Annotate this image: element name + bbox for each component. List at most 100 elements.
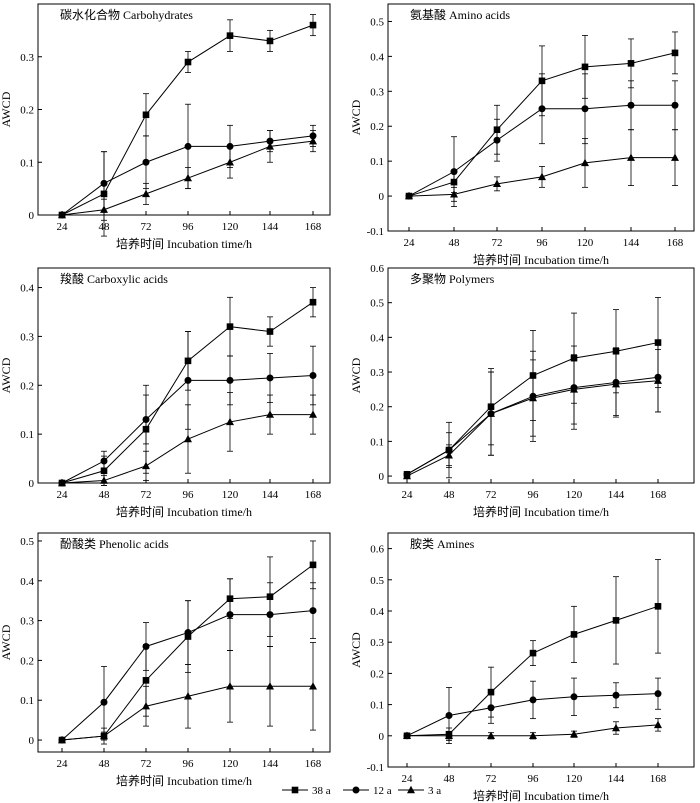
series-38a [58, 287, 317, 487]
legend-item-12a: 12 a [343, 785, 392, 797]
data-point [100, 476, 108, 484]
data-point [142, 111, 150, 119]
data-point [445, 731, 453, 739]
data-point [570, 631, 578, 638]
y-tick-label: 0.1 [20, 157, 34, 169]
y-tick-label: 0.2 [370, 668, 384, 680]
x-tick-label: 72 [141, 758, 152, 770]
x-tick-label: 144 [608, 773, 625, 785]
legend-item-38a: 38 a [282, 785, 331, 797]
data-point [487, 704, 495, 712]
y-axis-label: AWCD [349, 99, 363, 135]
x-tick-label: 24 [402, 773, 414, 785]
x-tick-label: 96 [528, 489, 540, 501]
data-point [266, 682, 274, 690]
x-tick-label: 96 [528, 773, 540, 785]
panel-title: 多聚物 Polymers [410, 272, 495, 286]
data-point [570, 693, 578, 701]
data-point [266, 142, 274, 150]
y-tick-label: 0.4 [20, 283, 34, 295]
series-3a [58, 130, 317, 221]
y-tick-label: 0.3 [20, 331, 34, 343]
data-point [627, 153, 635, 161]
x-tick-label: 120 [222, 758, 239, 770]
y-tick-label: 0.3 [370, 637, 384, 649]
data-point [184, 142, 192, 150]
series-3a [405, 129, 679, 202]
y-tick-label: 0.4 [20, 576, 34, 588]
data-point [142, 461, 150, 470]
x-tick-label: 72 [486, 773, 497, 785]
data-point [142, 189, 150, 198]
chart-panel-6: -0.1 0 0.1 0.2 0.3 0.4 0.5 0.6 24 48 72 96 120 144 168… [349, 532, 695, 803]
x-tick-label: 144 [262, 758, 279, 770]
data-point [671, 49, 679, 57]
y-tick-label: 0 [29, 210, 35, 222]
data-point [100, 731, 108, 740]
data-point [226, 417, 234, 426]
x-tick-label: 144 [262, 221, 279, 233]
data-point [266, 611, 274, 619]
chart-panel-4: 0 0.1 0.2 0.3 0.4 0.5 0.6 24 48 72 96 120 144 168 多聚物 … [349, 263, 695, 519]
y-tick-label: -0.1 [367, 762, 384, 774]
legend-item-3a: 3 a [398, 785, 441, 797]
x-axis-label: 培养时间 Incubation time/h [473, 504, 609, 519]
x-tick-label: 48 [444, 489, 456, 501]
data-point [100, 179, 108, 187]
panel-title: 碳水化合物 Carbohydrates [60, 7, 193, 22]
series-3a [403, 718, 662, 740]
legend-marker [291, 786, 299, 794]
y-tick-label: 0 [29, 478, 35, 490]
legend-label: 3 a [428, 785, 441, 797]
y-tick-label: 0.1 [20, 695, 34, 707]
x-tick-label: 72 [486, 489, 497, 501]
data-point [309, 136, 317, 145]
x-tick-label: 24 [57, 758, 69, 770]
series-12a [403, 342, 662, 478]
data-point [184, 376, 192, 384]
series-line [61, 564, 314, 741]
data-point [266, 37, 274, 45]
x-tick-label: 96 [537, 237, 549, 249]
x-axis-label: 培养时间 Incubation time/h [116, 236, 252, 251]
data-point [612, 617, 620, 624]
data-point [309, 682, 317, 690]
data-point [226, 611, 234, 619]
data-point [184, 692, 192, 700]
x-tick-label: 168 [650, 489, 667, 501]
chart-panel-3: 0 0.1 0.2 0.3 0.4 24 48 72 96 120 144 168 羧酸 Carboxy… [0, 267, 331, 519]
legend-marker [352, 786, 360, 794]
data-point [142, 642, 150, 650]
plot-frame [387, 3, 695, 232]
y-tick-label: 0.3 [20, 616, 34, 628]
data-point [654, 603, 662, 610]
plot-frame [387, 267, 695, 484]
series-12a [58, 331, 317, 487]
x-tick-label: 96 [183, 489, 195, 501]
y-tick-label: 0.6 [370, 544, 384, 556]
data-point [570, 385, 578, 393]
x-tick-label: 72 [141, 221, 152, 233]
x-tick-label: 144 [623, 237, 640, 249]
y-tick-label: 0.5 [20, 536, 34, 548]
data-point [142, 677, 150, 684]
series-3a [403, 349, 662, 480]
data-point [581, 63, 589, 71]
y-tick-label: 0.4 [370, 606, 384, 618]
data-point [612, 723, 620, 732]
y-tick-label: 0.5 [370, 575, 384, 587]
data-point [226, 323, 234, 330]
data-point [100, 205, 108, 213]
x-axis-label: 培养时间 Incubation time/h [116, 504, 252, 519]
data-point [309, 607, 317, 615]
x-tick-label: 48 [444, 773, 456, 785]
data-point [450, 168, 458, 176]
data-point [487, 731, 495, 739]
data-point [309, 298, 317, 306]
series-12a [403, 677, 662, 744]
data-point [627, 60, 635, 67]
x-tick-label: 120 [222, 221, 239, 233]
data-point [627, 101, 635, 109]
series-line [61, 301, 314, 484]
